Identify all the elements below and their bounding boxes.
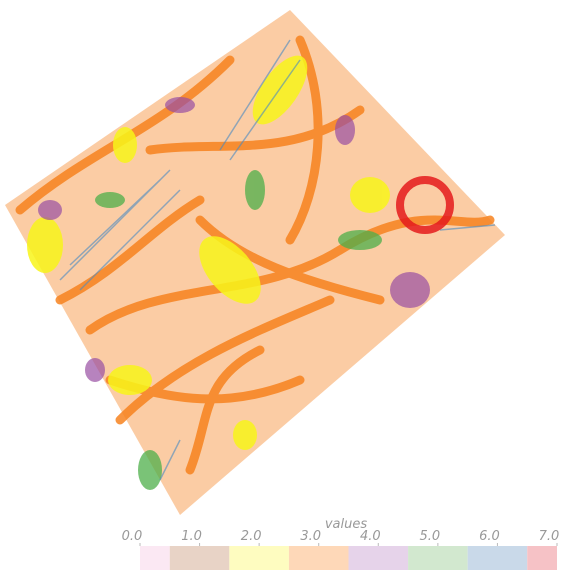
volume-rendering — [5, 10, 505, 515]
colorbar-segment — [229, 546, 289, 570]
colorbar-segment — [408, 546, 468, 570]
colorbar-tick-label: 6.0 — [479, 529, 500, 544]
colorbar-segment — [468, 546, 528, 570]
colorbar-tick-label: 1.0 — [181, 529, 202, 544]
colorbar-tick-label: 7.0 — [539, 529, 560, 544]
colorbar-tick-label: 3.0 — [300, 529, 321, 544]
screen: values 0.01.02.03.04.05.06.07.0 — [0, 0, 564, 574]
colorbar-segment — [170, 546, 230, 570]
colorbar-segment — [289, 546, 349, 570]
colorbar-tick-label: 5.0 — [420, 529, 441, 544]
colorbar-tick-label: 4.0 — [360, 529, 381, 544]
colorbar-segment — [527, 546, 557, 570]
colorbar-segment — [140, 546, 170, 570]
colorbar-tick-label: 0.0 — [122, 529, 143, 544]
colorbar-tick-label: 2.0 — [241, 529, 262, 544]
colorbar-segment — [349, 546, 409, 570]
